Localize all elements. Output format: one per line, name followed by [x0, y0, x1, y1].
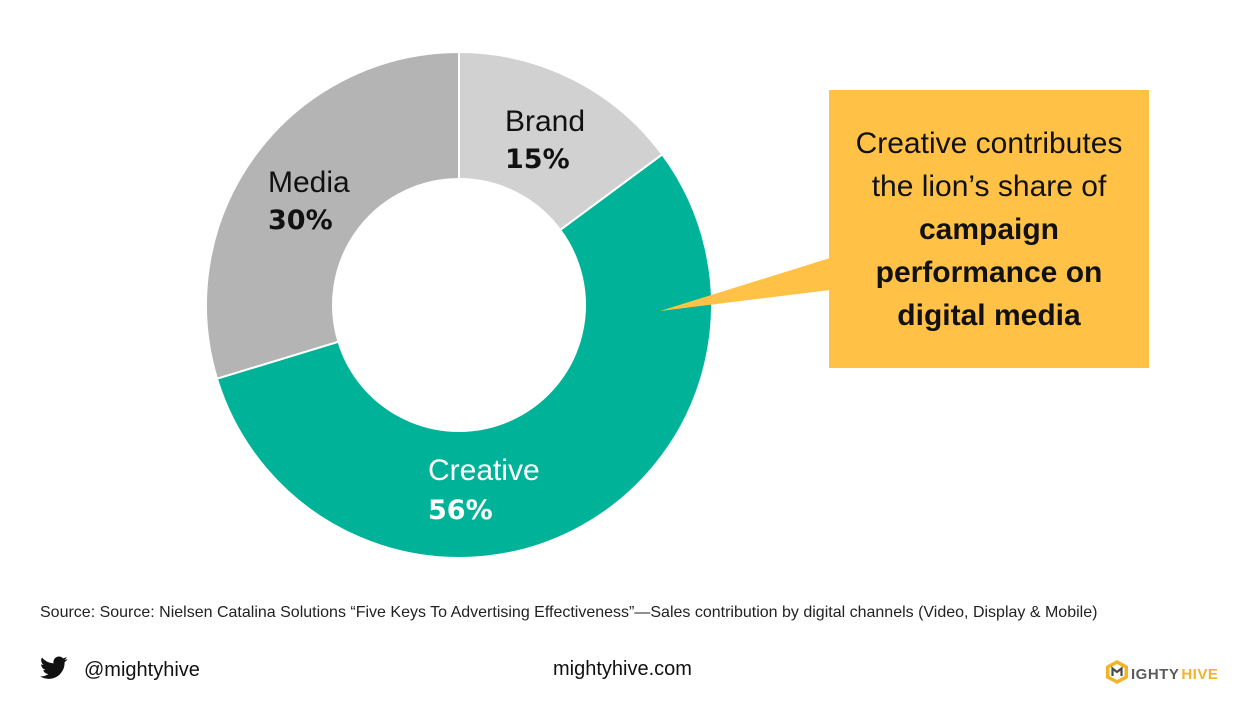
callout-bold-2: performance on	[875, 255, 1103, 289]
logo-text-mighty: IGHTY	[1131, 665, 1180, 683]
callout-line-1: Creative contributes	[855, 126, 1123, 160]
slice-value-media: 30%	[268, 205, 333, 236]
donut-slice-creative	[215, 152, 713, 559]
twitter-handle-group[interactable]: @mightyhive	[40, 655, 200, 685]
slice-label-brand: Brand	[505, 105, 585, 138]
donut-slice-media	[205, 50, 460, 380]
source-note: Source: Source: Nielsen Catalina Solutio…	[40, 604, 1098, 621]
logo-text-hive: HIVE	[1181, 665, 1219, 683]
slice-label-creative: Creative	[428, 454, 540, 487]
donut-slices	[205, 50, 713, 559]
donut-slice-brand	[458, 50, 664, 232]
callout-text: Creative contributes the lion’s share of…	[856, 122, 1123, 337]
website-link[interactable]: mightyhive.com	[553, 658, 692, 680]
callout-bold-3: digital media	[897, 298, 1081, 332]
twitter-bird-icon	[40, 655, 68, 685]
slice-label-media: Media	[268, 166, 350, 199]
slice-label-group-creative: Creative 56%	[428, 454, 540, 526]
slice-label-group-brand: Brand 15%	[505, 105, 585, 175]
slice-value-creative: 56%	[428, 495, 493, 526]
callout-box: Creative contributes the lion’s share of…	[829, 90, 1149, 368]
callout-pointer	[660, 258, 830, 311]
callout-bold-1: campaign	[918, 212, 1060, 246]
mightyhive-logo: IGHTY HIVE	[1105, 659, 1219, 690]
twitter-handle: @mightyhive	[84, 658, 200, 681]
callout-line-2: the lion’s share of	[871, 169, 1107, 203]
hexagon-icon	[1105, 659, 1129, 690]
slice-value-brand: 15%	[505, 144, 570, 175]
slice-label-group-media: Media 30%	[268, 166, 350, 236]
